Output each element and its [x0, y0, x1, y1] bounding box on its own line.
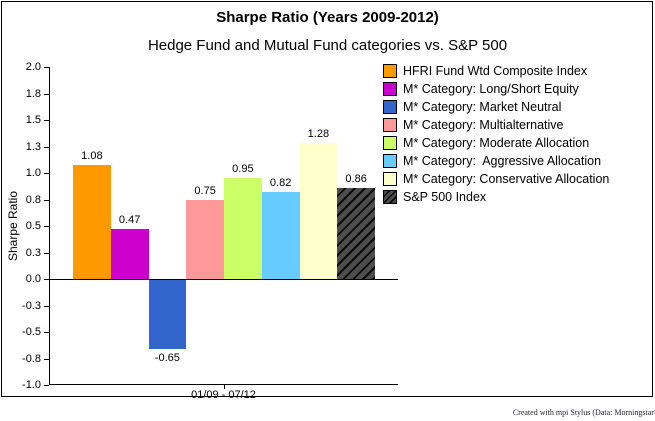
legend-item-label: M* Category: Aggressive Allocation: [403, 154, 602, 168]
bar-value-label: 1.28: [307, 128, 330, 141]
x-axis-period-label: 01/09 - 07/12: [191, 389, 256, 401]
legend-item-label: M* Category: Moderate Allocation: [403, 136, 590, 150]
chart-title: Sharpe Ratio (Years 2009-2012): [216, 9, 439, 26]
y-tick-mark: [44, 173, 49, 174]
bar-value-label: 0.82: [269, 177, 292, 190]
legend-item-4: M* Category: Multialternative: [383, 116, 609, 134]
attribution-text: Created with mpi Stylus (Data: Morningst…: [512, 408, 655, 417]
legend: HFRI Fund Wtd Composite Index M* Category…: [383, 62, 609, 206]
y-tick-mark: [44, 332, 49, 333]
bar-7: [299, 143, 338, 279]
legend-item-label: M* Category: Long/Short Equity: [403, 82, 579, 96]
legend-item-label: HFRI Fund Wtd Composite Index: [403, 64, 588, 78]
legend-item-label: M* Category: Market Neutral: [403, 100, 562, 114]
bar-6: [261, 192, 300, 279]
bar-value-label: 0.75: [194, 184, 216, 197]
y-tick-label: -0.5: [22, 326, 41, 338]
bar-value-label: 0.95: [232, 163, 254, 176]
y-tick-label: 2.0: [25, 61, 41, 73]
bar-8: [337, 187, 375, 279]
legend-item-1: HFRI Fund Wtd Composite Index: [383, 62, 609, 80]
y-tick-label: 1.5: [25, 114, 41, 126]
y-tick-mark: [44, 199, 49, 201]
y-tick-label: 0.5: [25, 220, 41, 232]
legend-item-5: M* Category: Moderate Allocation: [383, 134, 609, 152]
y-tick-label: -0.3: [22, 299, 41, 312]
legend-swatch-icon: [383, 82, 397, 96]
legend-swatch-icon: [383, 118, 397, 132]
y-tick-mark: [44, 385, 49, 386]
y-tick-label: 1.8: [25, 87, 41, 100]
legend-item-3: M* Category: Market Neutral: [383, 98, 609, 116]
y-tick-label: 0.3: [25, 246, 41, 259]
bar-value-label: -0.65: [154, 351, 180, 364]
legend-swatch-icon: [383, 64, 397, 78]
y-tick-mark: [44, 226, 49, 227]
bar-2: [110, 229, 149, 279]
y-tick-label: -0.8: [22, 352, 41, 365]
y-tick-label: 1.0: [25, 167, 41, 179]
y-tick-mark: [44, 358, 49, 360]
x-axis-line: [49, 384, 398, 385]
bar-1: [73, 164, 111, 279]
plot-area: 01/09 - 07/12 2.0 1.8 1.5 1.3 1.0 0.8 0.5 0.3 0.…: [22, 61, 398, 401]
legend-swatch-icon: [383, 154, 397, 168]
y-tick-label: 0.0: [25, 273, 41, 285]
y-tick-label: -1.0: [22, 379, 41, 391]
y-axis-line: [49, 67, 50, 385]
legend-swatch-icon: [383, 190, 397, 204]
y-tick-mark: [44, 146, 49, 148]
legend-swatch-icon: [383, 136, 397, 150]
bar-value-label: 0.86: [345, 172, 367, 185]
y-tick-mark: [44, 279, 49, 280]
legend-item-label: S&P 500 Index: [403, 190, 487, 204]
y-tick-mark: [44, 120, 49, 121]
legend-swatch-icon: [383, 172, 397, 186]
bar-4: [186, 199, 224, 279]
x-axis-tick: [223, 385, 225, 389]
y-tick-mark: [44, 67, 49, 68]
legend-item-2: M* Category: Long/Short Equity: [383, 80, 609, 98]
bar-value-label: 0.47: [118, 214, 141, 227]
y-tick-mark: [44, 93, 49, 95]
bar-3: [148, 280, 187, 349]
y-tick-label: 0.8: [25, 193, 41, 206]
zero-baseline: [49, 279, 398, 280]
legend-item-7: M* Category: Conservative Allocation: [383, 170, 609, 188]
legend-item-8: S&P 500 Index: [383, 188, 609, 206]
legend-item-label: M* Category: Multialternative: [403, 118, 564, 132]
bar-value-label: 1.08: [81, 149, 103, 162]
legend-item-6: M* Category: Aggressive Allocation: [383, 152, 609, 170]
legend-item-label: M* Category: Conservative Allocation: [403, 172, 610, 186]
chart-subtitle: Hedge Fund and Mutual Fund categories vs…: [147, 37, 508, 54]
y-tick-label: 1.3: [25, 140, 41, 153]
bar-5: [224, 178, 262, 279]
y-tick-mark: [44, 305, 49, 307]
legend-swatch-icon: [383, 100, 397, 114]
y-tick-mark: [44, 252, 49, 254]
